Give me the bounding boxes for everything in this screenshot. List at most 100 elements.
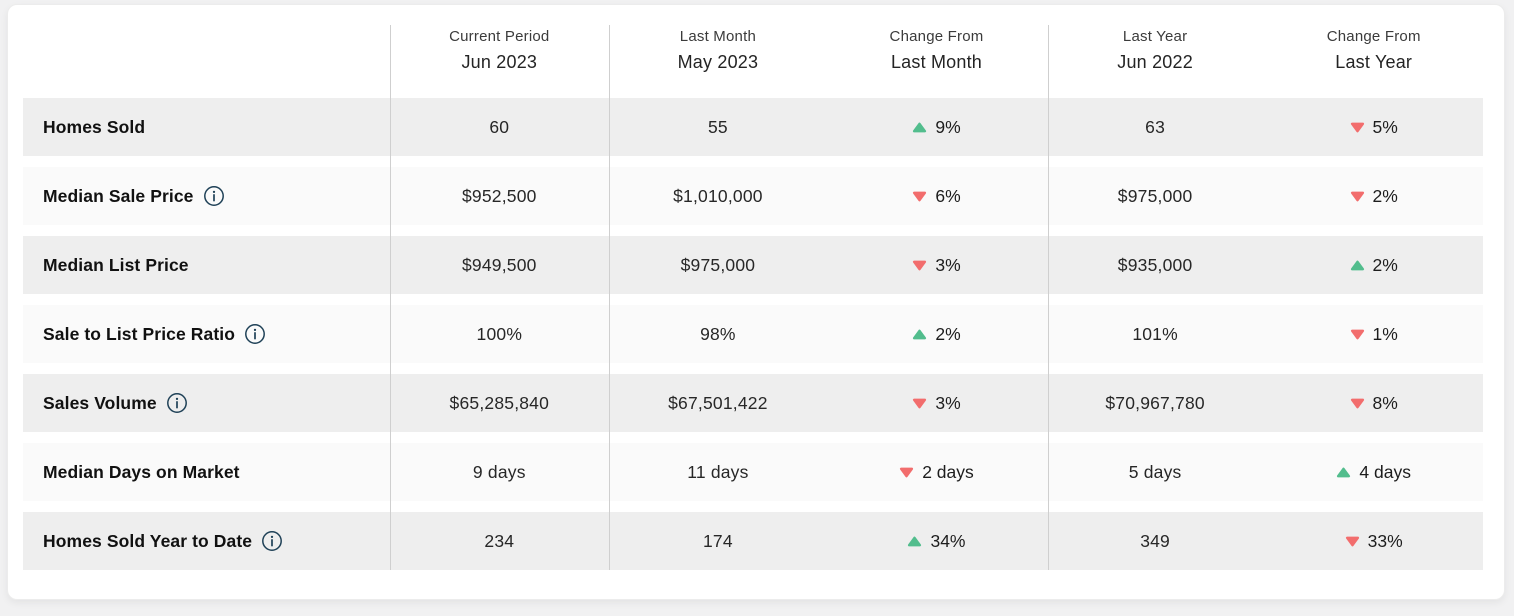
- table-row: Median Sale Price $952,500 $1,010,000 6%…: [23, 167, 1483, 225]
- change-from-last-year-cell: 8%: [1264, 393, 1483, 414]
- header-line1: Last Month: [679, 28, 756, 45]
- change-from-last-year-cell: 33%: [1264, 531, 1483, 552]
- table-body: Homes Sold 60 55 9% 63 5%: [23, 98, 1483, 570]
- row-label-cell: Sales Volume: [23, 392, 390, 414]
- triangle-up-icon: [1337, 467, 1351, 477]
- row-label: Median Sale Price: [43, 185, 194, 206]
- change-from-last-year-cell: 1%: [1264, 324, 1483, 345]
- last-year-value: 349: [1140, 530, 1170, 551]
- row-label: Sales Volume: [43, 392, 157, 413]
- row-label: Homes Sold Year to Date: [43, 530, 253, 551]
- triangle-up-icon: [1350, 260, 1364, 270]
- header-line1: Current Period: [449, 28, 550, 45]
- header-line2: Last Year: [1335, 52, 1413, 72]
- table-row: Median Days on Market 9 days 11 days 2 d…: [23, 443, 1483, 501]
- header-line1: Change From: [889, 28, 984, 45]
- last-month-value: $1,010,000: [673, 185, 763, 206]
- info-icon[interactable]: [166, 392, 188, 414]
- last-year-value: $975,000: [1117, 185, 1193, 206]
- row-label-cell: Median Days on Market: [23, 462, 390, 483]
- header-line1: Change From: [1326, 28, 1421, 45]
- row-label: Sale to List Price Ratio: [43, 323, 236, 344]
- triangle-down-icon: [900, 467, 914, 477]
- table-row: Sale to List Price Ratio 100% 98% 2% 101…: [23, 305, 1483, 363]
- row-label: Median List Price: [43, 254, 189, 275]
- current-period-value: 9 days: [472, 461, 526, 482]
- header-change-from-last-year: Change From Last Year: [1264, 24, 1483, 98]
- market-stats-table: Current Period Jun 2023 Last Month May 2…: [23, 5, 1483, 570]
- current-period-value: $65,285,840: [449, 392, 550, 413]
- last-month-value: 55: [707, 116, 728, 137]
- change-value: 2%: [935, 323, 961, 344]
- last-month-value: 11 days: [687, 461, 749, 482]
- table-row: Homes Sold 60 55 9% 63 5%: [23, 98, 1483, 156]
- header-line2: Jun 2023: [461, 52, 538, 72]
- info-icon[interactable]: [261, 530, 283, 552]
- change-from-last-month-cell: 6%: [827, 186, 1046, 207]
- change-value: 4 days: [1359, 461, 1411, 482]
- column-divider: [390, 25, 391, 570]
- change-value: 2 days: [922, 461, 974, 482]
- change-value: 33%: [1367, 530, 1403, 551]
- header-line2: Jun 2022: [1117, 52, 1193, 72]
- market-stats-card: Current Period Jun 2023 Last Month May 2…: [7, 4, 1505, 600]
- change-value: 3%: [935, 392, 961, 413]
- triangle-down-icon: [1350, 398, 1364, 408]
- last-year-value: $70,967,780: [1105, 392, 1205, 413]
- change-value: 1%: [1372, 323, 1398, 344]
- triangle-down-icon: [913, 260, 927, 270]
- column-divider: [609, 25, 610, 570]
- triangle-down-icon: [1350, 191, 1364, 201]
- change-from-last-month-cell: 9%: [827, 117, 1046, 138]
- header-current-period: Current Period Jun 2023: [390, 24, 609, 98]
- header-change-from-last-month: Change From Last Month: [827, 24, 1046, 98]
- change-from-last-year-cell: 5%: [1264, 117, 1483, 138]
- current-period-value: $952,500: [462, 185, 537, 206]
- row-label: Median Days on Market: [43, 461, 240, 482]
- last-year-value: $935,000: [1117, 254, 1193, 275]
- last-year-value: 5 days: [1128, 461, 1182, 482]
- triangle-down-icon: [1350, 329, 1364, 339]
- table-header-row: Current Period Jun 2023 Last Month May 2…: [23, 5, 1483, 98]
- change-value: 3%: [935, 254, 961, 275]
- row-label: Homes Sold: [43, 116, 146, 137]
- last-year-value: 63: [1145, 116, 1166, 137]
- header-last-month: Last Month May 2023: [609, 24, 828, 98]
- current-period-value: 234: [484, 530, 515, 551]
- change-from-last-year-cell: 4 days: [1264, 462, 1483, 483]
- change-value: 9%: [935, 116, 961, 137]
- info-icon[interactable]: [203, 185, 225, 207]
- header-spacer: [23, 24, 390, 98]
- current-period-value: 100%: [476, 323, 523, 344]
- column-divider: [1048, 25, 1049, 570]
- row-label-cell: Homes Sold Year to Date: [23, 530, 390, 552]
- triangle-up-icon: [908, 536, 922, 546]
- header-last-year: Last Year Jun 2022: [1046, 24, 1265, 98]
- triangle-down-icon: [1345, 536, 1359, 546]
- change-value: 2%: [1372, 185, 1398, 206]
- last-month-value: 98%: [700, 323, 736, 344]
- change-value: 34%: [930, 530, 966, 551]
- table-row: Sales Volume $65,285,840 $67,501,422 3% …: [23, 374, 1483, 432]
- change-from-last-month-cell: 3%: [827, 255, 1046, 276]
- change-value: 5%: [1372, 116, 1398, 137]
- current-period-value: $949,500: [462, 254, 537, 275]
- last-month-value: $975,000: [680, 254, 756, 275]
- change-from-last-month-cell: 3%: [827, 393, 1046, 414]
- change-from-last-month-cell: 2%: [827, 324, 1046, 345]
- change-from-last-month-cell: 2 days: [827, 462, 1046, 483]
- info-icon[interactable]: [244, 323, 266, 345]
- change-value: 6%: [935, 185, 961, 206]
- row-label-cell: Sale to List Price Ratio: [23, 323, 390, 345]
- row-label-cell: Median Sale Price: [23, 185, 390, 207]
- triangle-down-icon: [1350, 122, 1364, 132]
- row-label-cell: Homes Sold: [23, 117, 390, 138]
- row-label-cell: Median List Price: [23, 255, 390, 276]
- change-from-last-year-cell: 2%: [1264, 186, 1483, 207]
- change-value: 8%: [1372, 392, 1398, 413]
- header-line1: Last Year: [1122, 28, 1188, 45]
- change-from-last-year-cell: 2%: [1264, 255, 1483, 276]
- triangle-down-icon: [913, 398, 927, 408]
- header-line2: Last Month: [890, 52, 983, 72]
- triangle-down-icon: [913, 191, 927, 201]
